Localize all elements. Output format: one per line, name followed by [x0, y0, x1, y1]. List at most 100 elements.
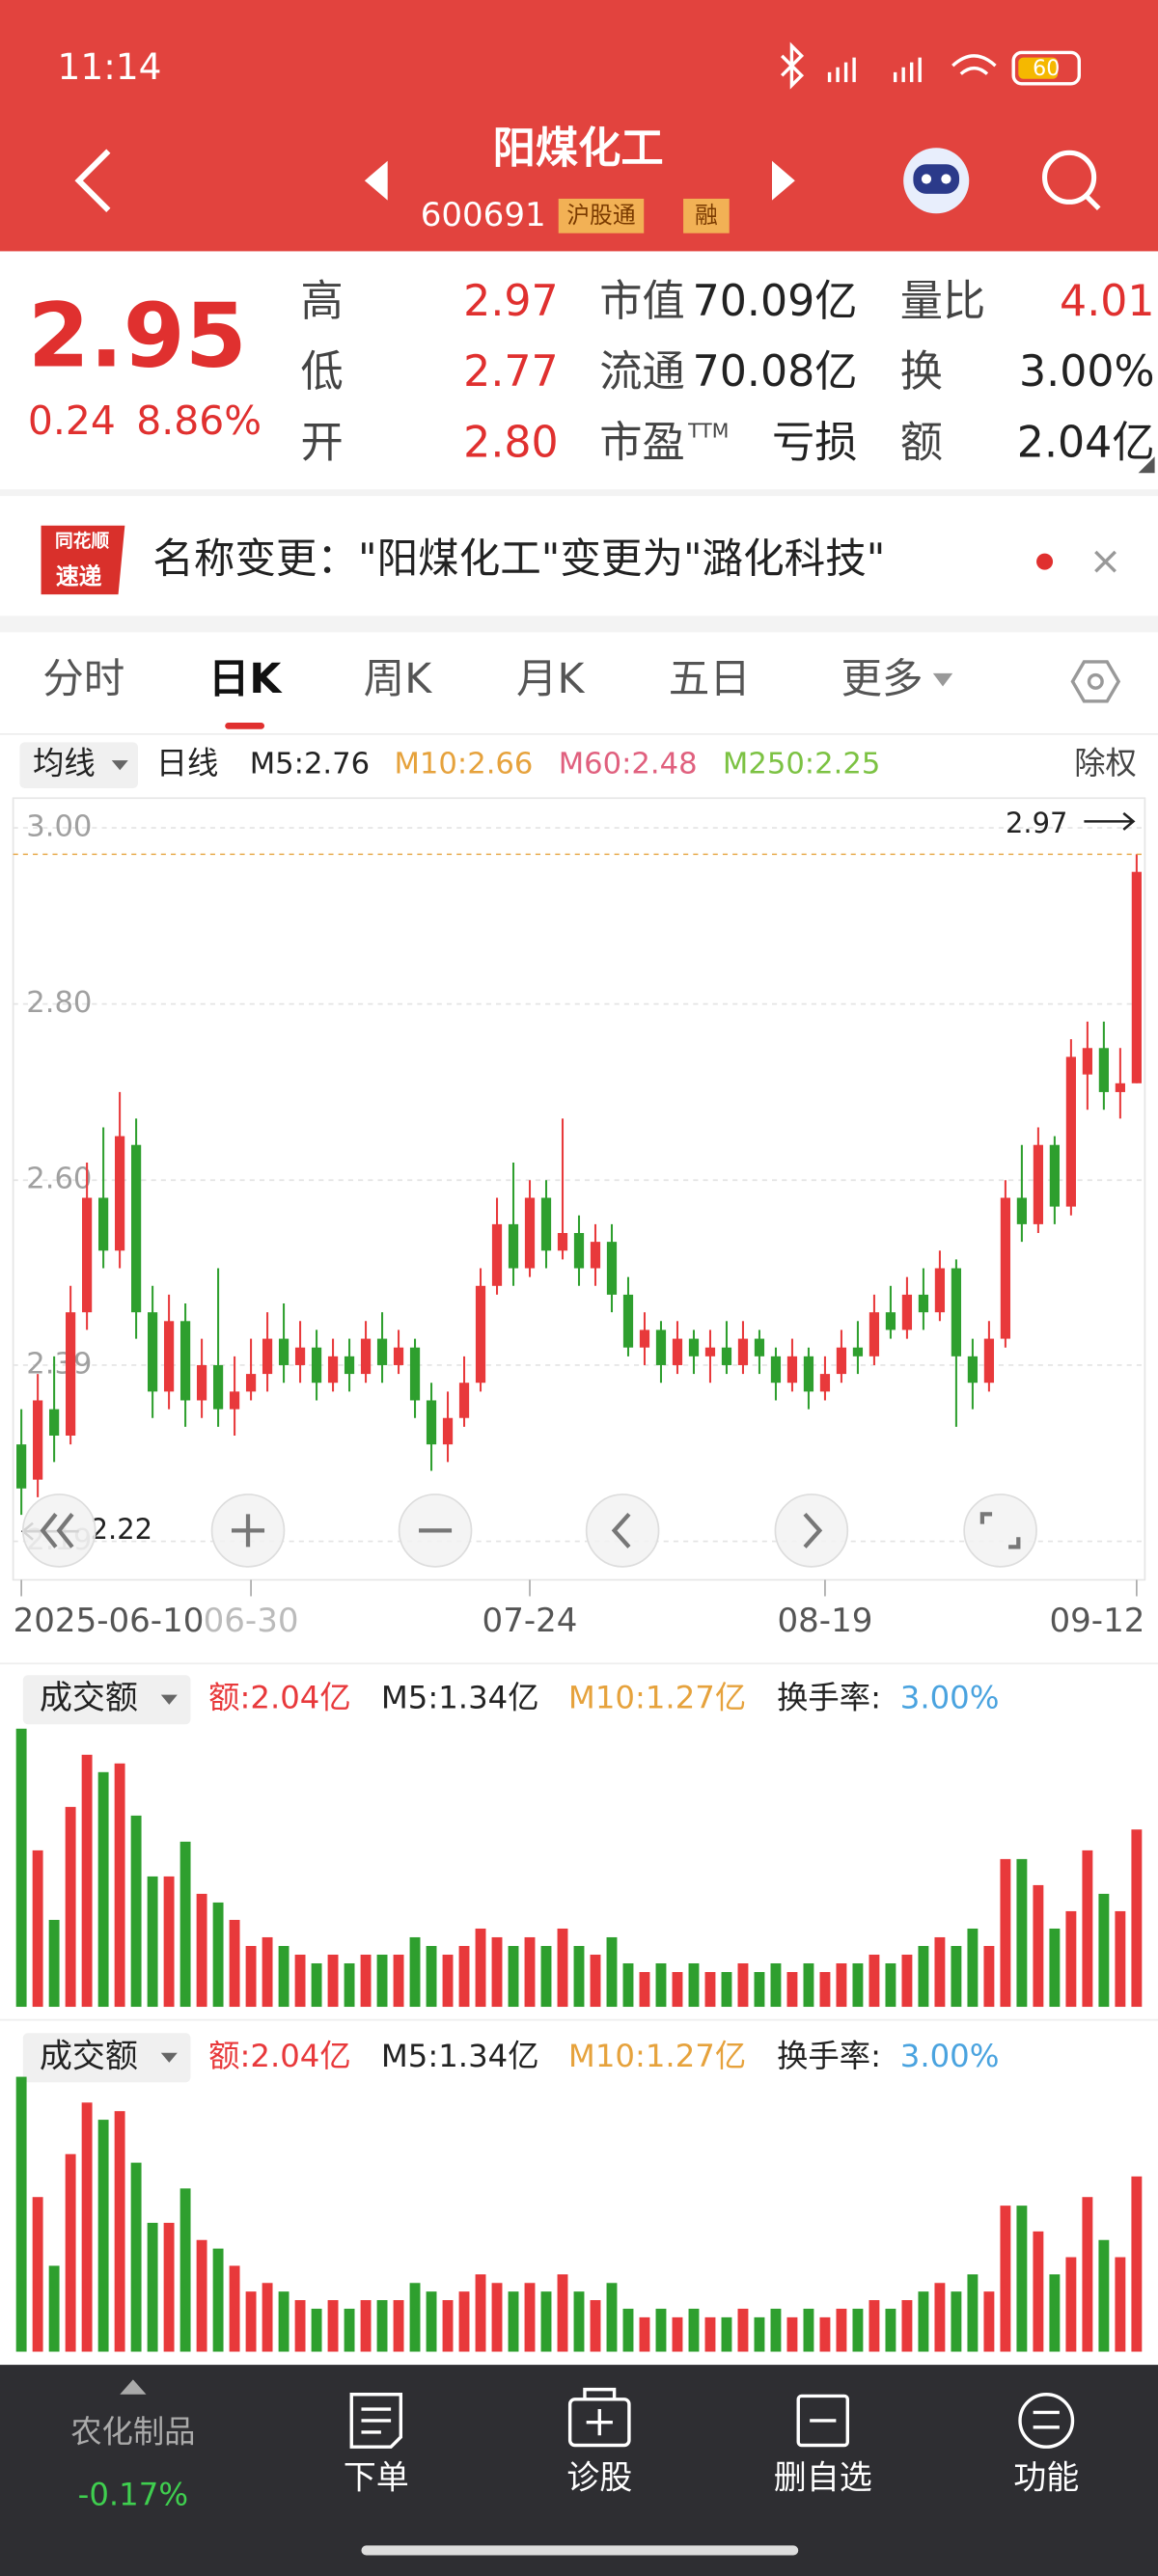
indicator-legend: M10:1.27亿 [568, 2038, 746, 2074]
volume-bar [508, 1945, 519, 2008]
volume-bar [819, 1972, 831, 2008]
volume-bar [229, 2265, 240, 2352]
volume-bar [179, 2188, 191, 2352]
next-stock[interactable] [772, 160, 795, 201]
volume-bar [688, 1962, 700, 2008]
tab[interactable]: 周K [364, 656, 433, 703]
volume-bar [48, 2265, 60, 2352]
news-text[interactable]: 名称变更："阳煤化工"变更为"潞化科技" [152, 536, 885, 584]
home-indicator [361, 2545, 799, 2556]
candle-body [475, 1285, 486, 1384]
volume-bar [704, 2316, 716, 2352]
search-icon[interactable] [1042, 150, 1101, 210]
candle-body [688, 1338, 700, 1357]
control-icons [40, 1512, 1021, 1549]
volume-bar [1033, 1884, 1044, 2008]
candle-body [918, 1294, 929, 1313]
volume-bar [262, 2283, 273, 2352]
volume-bar [1033, 2231, 1044, 2352]
settings-icon-dot [1087, 672, 1104, 690]
stat-label: 开 [300, 418, 343, 467]
volume-bar [393, 2300, 404, 2352]
action-label[interactable]: 下单 [344, 2459, 409, 2498]
candle-body [1098, 1048, 1109, 1092]
back-button[interactable] [74, 149, 111, 212]
action-label[interactable]: 功能 [1013, 2459, 1079, 2498]
volume-bar [1098, 2239, 1110, 2352]
candle-body [606, 1242, 618, 1295]
candle-body [82, 1197, 93, 1313]
adjust[interactable]: 除权 [1074, 745, 1137, 781]
stat-value: 4.01 [1060, 277, 1155, 326]
volume-bar [327, 2300, 339, 2352]
fullscreen[interactable] [963, 1494, 1037, 1568]
ma-selector[interactable] [19, 742, 138, 789]
candle-body [951, 1268, 962, 1357]
dropdown-arrow [160, 1694, 178, 1705]
chart-controls [21, 1494, 1037, 1568]
expand-arrow[interactable] [120, 2379, 147, 2395]
candle-body [245, 1374, 257, 1392]
volume-bar [983, 1945, 995, 2008]
volume-bar [442, 2300, 454, 2352]
volume-bar [737, 1962, 749, 2008]
volume-bar [951, 1945, 962, 2008]
indicator-title: 成交额 [40, 2037, 138, 2075]
candle-body [49, 1409, 60, 1436]
tag: 沪股通 [566, 202, 636, 229]
volume-bar [885, 1962, 896, 2008]
volume-bar [967, 2274, 979, 2352]
candle-body [130, 1144, 142, 1313]
volume-bar [65, 1806, 76, 2008]
volume-bar [196, 1893, 207, 2008]
action-label[interactable]: 删自选 [774, 2459, 872, 2498]
volume-bar [655, 2308, 667, 2352]
volume-bar [163, 2222, 175, 2352]
stock-code: 600691 [421, 196, 546, 234]
change: 0.24 [28, 397, 116, 444]
volume-bar [557, 2274, 568, 2352]
candle-body [786, 1356, 798, 1384]
move-left[interactable] [585, 1494, 660, 1568]
volume-bar [426, 2291, 437, 2352]
indicator-selector[interactable] [22, 1675, 191, 1725]
volume-bar [868, 1954, 880, 2008]
close-news[interactable] [1094, 550, 1117, 573]
volume-bar [491, 2283, 503, 2352]
settings-icon[interactable] [1070, 660, 1121, 703]
candle-body [639, 1329, 650, 1348]
volume-bar [1016, 2206, 1028, 2352]
tab-active[interactable]: 日K [208, 656, 284, 703]
low-label: 2.22 [91, 1513, 152, 1546]
period: 日线 [156, 745, 219, 781]
tab[interactable]: 分时 [42, 656, 124, 703]
divider [0, 616, 1158, 633]
volume-bar [639, 1972, 650, 2008]
action-icons [349, 2387, 1075, 2449]
candle-body [983, 1338, 995, 1384]
volume-bar [721, 1972, 732, 2008]
robot-icon[interactable] [903, 148, 970, 214]
volume-bar [475, 2274, 486, 2352]
volume-bar [901, 2300, 913, 2352]
x-tick-label: 09-12 [1049, 1602, 1144, 1640]
tab[interactable]: 月K [516, 656, 586, 703]
volume-bar [32, 2197, 43, 2352]
candle-body [1082, 1048, 1092, 1075]
prev-stock[interactable] [364, 160, 388, 201]
indicator-selector[interactable] [22, 2033, 191, 2083]
candle-body [1000, 1197, 1011, 1339]
volume-bar [967, 1928, 979, 2008]
tab[interactable]: 更多 [841, 656, 923, 703]
news-logo-text: 同花顺 [55, 531, 109, 552]
tag: 融 [695, 202, 718, 229]
volume-bar [97, 2120, 109, 2352]
sector-name[interactable]: 农化制品 [70, 2414, 195, 2451]
action-label[interactable]: 诊股 [566, 2459, 632, 2498]
volume-bar [672, 1972, 683, 2008]
indicator-legend: 额:2.04亿 [208, 2038, 351, 2074]
volume-bar [1016, 1858, 1028, 2008]
move-right[interactable] [774, 1494, 849, 1568]
candle-body [426, 1400, 437, 1445]
tab[interactable]: 五日 [669, 656, 751, 703]
